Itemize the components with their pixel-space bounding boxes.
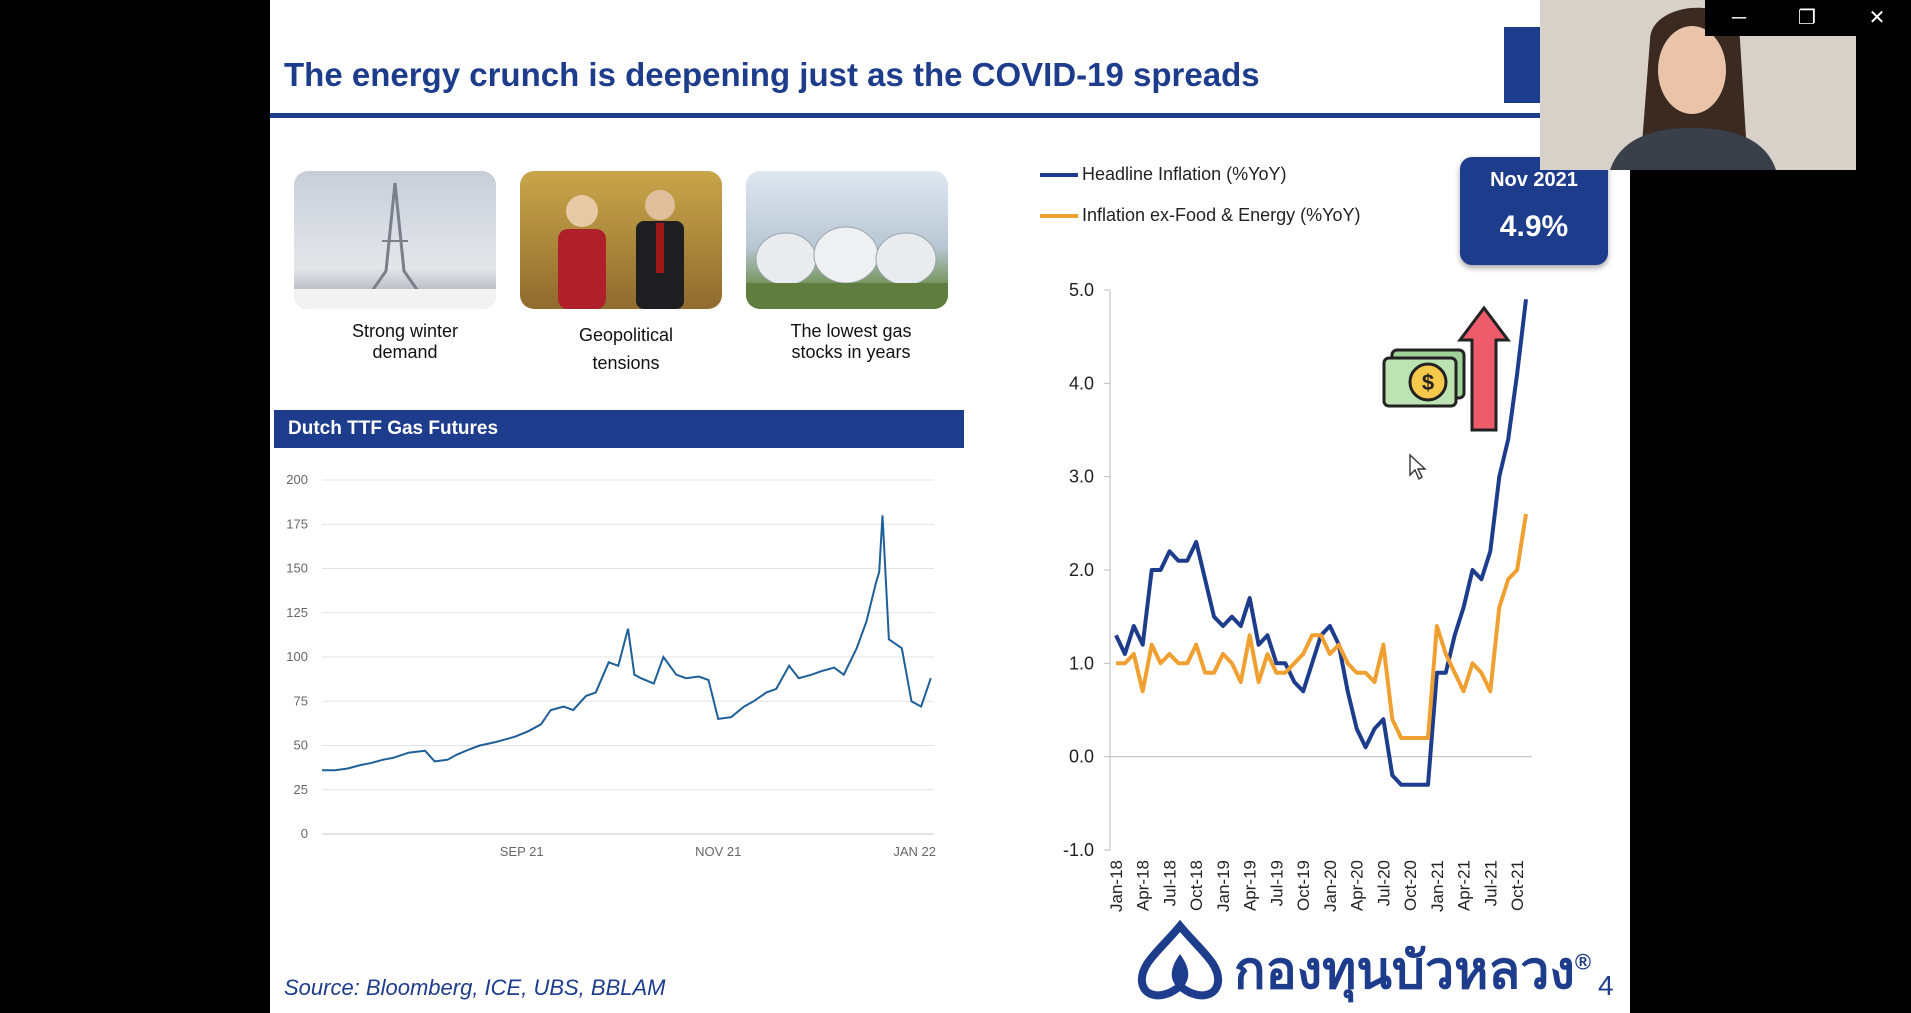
title-underline [270,113,1540,118]
inflation-x-tick-label: Apr-18 [1134,860,1153,911]
photo-leaders [520,171,722,309]
inflation-x-tick-label: Oct-18 [1187,860,1206,911]
ttf-x-tick-label: NOV 21 [695,844,741,859]
legend-core: Inflation ex-Food & Energy (%YoY) [1040,205,1360,226]
caption-geopolitical: Geopolitical tensions [578,325,674,373]
inflation-x-tick-label: Jul-20 [1374,860,1393,906]
legend-core-label: Inflation ex-Food & Energy (%YoY) [1082,205,1361,225]
ttf-y-tick-label: 0 [301,826,308,841]
inflation-y-tick-label: 3.0 [1069,467,1094,487]
inflation-x-tick-label: Jul-19 [1267,860,1286,906]
minimize-button[interactable]: ─ [1731,7,1747,29]
legend-headline: Headline Inflation (%YoY) [1040,164,1286,185]
registered-mark: ® [1574,949,1592,975]
ttf-gas-chart: 0 25 50 75 100 125 150 175 200 SEP 21 NOV 21 JAN 22 [286,472,936,859]
eiffel-tower-icon [294,182,496,309]
core-inflation-line [1116,513,1528,740]
page-number: 4 [1598,970,1614,1001]
restore-button[interactable]: ❐ [1798,7,1816,29]
logo-name: กองทุนบัวหลวง [1234,942,1575,1000]
badge-value: 4.9% [1499,210,1569,243]
badge-date: Nov 2021 [1490,169,1578,191]
inflation-x-tick-label: Jul-21 [1481,860,1500,906]
inflation-chart: -1.0 0.0 1.0 2.0 3.0 4.0 5.0 Jan-18 Apr-18 Jul-18… [1063,280,1532,912]
slide-title: The energy crunch is deepening just as t… [284,56,1260,93]
inflation-y-tick-label: 1.0 [1069,653,1094,673]
legend-swatch-core [1040,214,1078,219]
ttf-x-tick-label: SEP 21 [500,844,544,859]
inflation-x-tick-label: Apr-21 [1455,860,1474,911]
ttf-y-tick-label: 25 [294,782,308,797]
window-controls: ─ ❐ ✕ [1705,0,1911,36]
legend-headline-label: Headline Inflation (%YoY) [1082,164,1287,184]
inflation-x-tick-label: Apr-20 [1348,860,1367,911]
inflation-x-tick-label: Apr-19 [1241,860,1260,911]
inflation-x-tick-label: Jan-20 [1321,860,1340,912]
legend-swatch-headline [1040,173,1078,178]
inflation-x-tick-label: Oct-21 [1508,860,1527,911]
inflation-y-tick-label: 4.0 [1069,373,1094,393]
inflation-x-tick-label: Jul-18 [1160,860,1179,906]
close-button[interactable]: ✕ [1868,7,1886,29]
leaders-figures-icon [558,190,684,309]
inflation-y-tick-label: -1.0 [1063,840,1094,860]
photo-gas-storage [746,171,948,309]
bualuang-logo-text: กองทุนบัวหลวง® [1234,928,1591,1011]
gas-tanks-icon [746,226,948,309]
photo-winter [294,171,496,309]
caption-gas-stocks: The lowest gas stocks in years [790,321,912,362]
inflation-x-tick-label: Jan-19 [1214,860,1233,912]
ttf-y-tick-label: 125 [286,605,308,620]
inflation-x-tick-label: Oct-19 [1294,860,1313,911]
inflation-y-tick-label: 0.0 [1069,747,1094,767]
ttf-y-tick-label: 150 [286,561,308,576]
caption-winter: Strong winter demand [351,321,459,362]
svg-text:$: $ [1422,370,1434,395]
presentation-slide: The energy crunch is deepening just as t… [270,0,1630,1013]
ttf-y-tick-label: 75 [294,693,308,708]
mouse-cursor-icon [1409,453,1427,481]
inflation-x-tick-label: Oct-20 [1401,860,1420,911]
ttf-y-tick-label: 50 [294,738,308,753]
money-rising-icon: $ [1382,305,1511,432]
ttf-x-tick-label: JAN 22 [893,844,936,859]
inflation-y-tick-label: 5.0 [1069,280,1094,300]
bualuang-lotus-logo [1137,919,1223,1000]
source-note: Source: Bloomberg, ICE, UBS, BBLAM [284,975,666,1000]
ttf-y-tick-label: 100 [286,649,308,664]
inflation-badge: Nov 2021 4.9% [1460,157,1608,265]
inflation-x-tick-label: Jan-18 [1107,860,1126,912]
inflation-y-tick-label: 2.0 [1069,560,1094,580]
inflation-x-tick-label: Jan-21 [1428,860,1447,912]
ttf-chart-title: Dutch TTF Gas Futures [274,410,964,448]
ttf-price-line [322,515,932,772]
ttf-y-tick-label: 175 [286,516,308,531]
ttf-y-tick-label: 200 [286,472,308,487]
